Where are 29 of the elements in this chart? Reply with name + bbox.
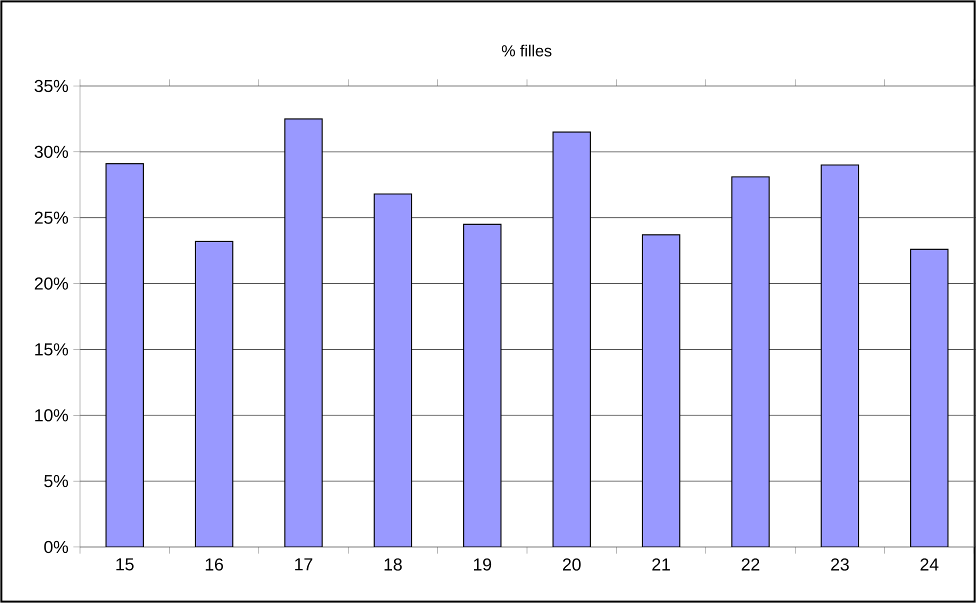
x-tick-label: 19: [474, 558, 492, 571]
bar: [552, 132, 591, 547]
bar: [642, 234, 680, 547]
chart-title: % filles: [502, 44, 552, 56]
x-tick-label: 16: [206, 558, 223, 571]
y-tick-label: 20%: [34, 277, 68, 290]
bar: [374, 193, 412, 547]
x-tick-label: 18: [384, 558, 402, 571]
x-tick-label: 17: [295, 558, 312, 570]
bar: [284, 118, 323, 547]
y-tick-label: 10%: [35, 409, 68, 422]
y-tick-label: 5%: [44, 475, 68, 488]
y-tick-label: 15%: [35, 343, 68, 356]
bar: [731, 176, 770, 547]
x-tick-label: 23: [831, 558, 849, 571]
bar: [463, 224, 502, 547]
y-tick-label: 25%: [34, 212, 68, 224]
bar: [194, 240, 234, 547]
x-tick-label: 20: [562, 558, 581, 571]
bar: [106, 163, 144, 547]
x-tick-label: 24: [920, 558, 938, 570]
x-tick-label: 21: [652, 558, 670, 570]
x-tick-label: 22: [742, 558, 760, 570]
bar: [910, 248, 948, 547]
y-tick-label: 35%: [34, 80, 68, 92]
y-tick-label: 0%: [44, 540, 68, 554]
y-tick-label: 30%: [34, 146, 68, 158]
bar: [820, 164, 860, 547]
x-tick-label: 15: [116, 558, 134, 570]
